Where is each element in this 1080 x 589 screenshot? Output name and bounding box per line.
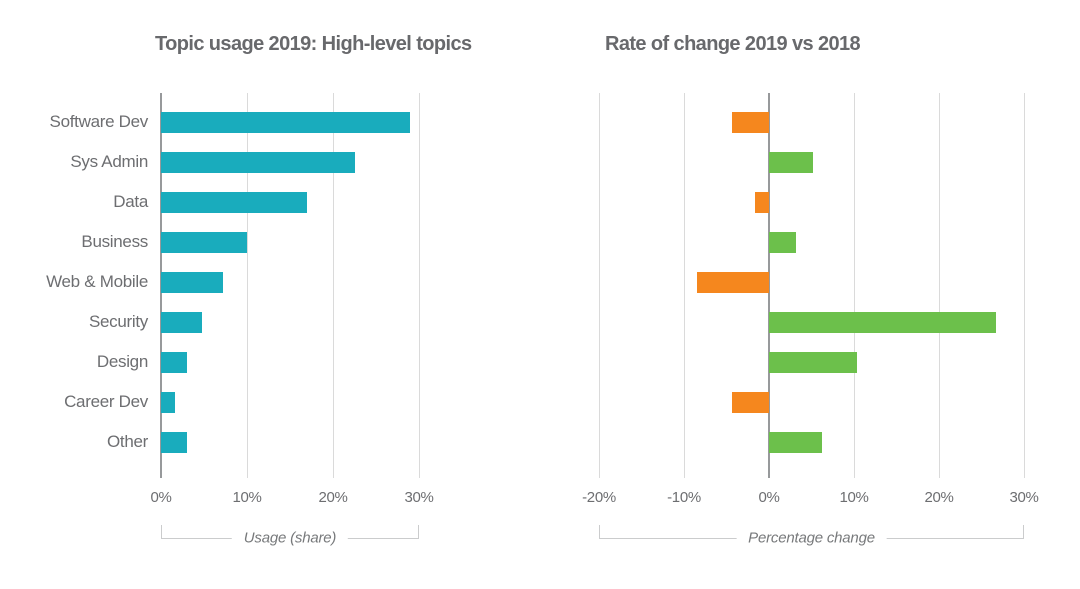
- x-tick-label: -10%: [667, 489, 701, 506]
- zero-axis-line: [768, 93, 770, 478]
- plot-area: [598, 93, 1025, 478]
- category-label-career-dev: Career Dev: [64, 392, 148, 411]
- x-tick-label: 10%: [232, 489, 262, 506]
- category-label-sys-admin: Sys Admin: [70, 152, 148, 171]
- bar-software-dev: [731, 111, 769, 133]
- gridline: [246, 93, 248, 478]
- gridline: [683, 93, 685, 478]
- bar-web-mobile: [161, 271, 223, 293]
- x-axis-label: Usage (share): [231, 529, 349, 547]
- category-label-web-mobile: Web & Mobile: [46, 272, 148, 291]
- gridline: [853, 93, 855, 478]
- category-label-software-dev: Software Dev: [49, 112, 149, 131]
- bar-data: [161, 191, 308, 213]
- category-label-data: Data: [113, 192, 148, 211]
- bar-sys-admin: [769, 151, 814, 173]
- bar-web-mobile: [696, 271, 769, 293]
- bar-other: [769, 431, 822, 453]
- category-label-security: Security: [88, 312, 148, 331]
- bar-business: [769, 231, 797, 253]
- gridline: [332, 93, 334, 478]
- chart-title: Topic usage 2019: High-level topics: [155, 33, 472, 55]
- bar-design: [161, 351, 187, 373]
- bar-design: [769, 351, 858, 373]
- bar-software-dev: [161, 111, 411, 133]
- gridline: [938, 93, 940, 478]
- bar-security: [769, 311, 996, 333]
- bar-data: [754, 191, 769, 213]
- x-tick-label: 20%: [318, 489, 348, 506]
- bar-security: [161, 311, 203, 333]
- bar-sys-admin: [161, 151, 355, 173]
- bar-other: [161, 431, 187, 453]
- x-tick-label: -20%: [582, 489, 616, 506]
- x-tick-label: 10%: [839, 489, 869, 506]
- x-axis-bracket: Percentage change: [599, 525, 1024, 547]
- x-tick-label: 0%: [150, 489, 172, 506]
- chart-title: Rate of change 2019 vs 2018: [605, 33, 861, 55]
- x-axis-label: Percentage change: [736, 529, 887, 547]
- x-axis-bracket: Usage (share): [161, 525, 419, 547]
- bar-career-dev: [731, 391, 769, 413]
- category-label-design: Design: [96, 352, 148, 371]
- gridline: [598, 93, 600, 478]
- category-label-other: Other: [106, 432, 148, 451]
- x-tick-label: 0%: [758, 489, 780, 506]
- bar-business: [161, 231, 247, 253]
- x-tick-label: 30%: [404, 489, 434, 506]
- x-tick-label: 30%: [1009, 489, 1039, 506]
- bar-career-dev: [161, 391, 175, 413]
- plot-area: [160, 93, 420, 478]
- category-label-business: Business: [81, 232, 148, 251]
- gridline: [418, 93, 420, 478]
- x-tick-label: 20%: [924, 489, 954, 506]
- gridline: [1023, 93, 1025, 478]
